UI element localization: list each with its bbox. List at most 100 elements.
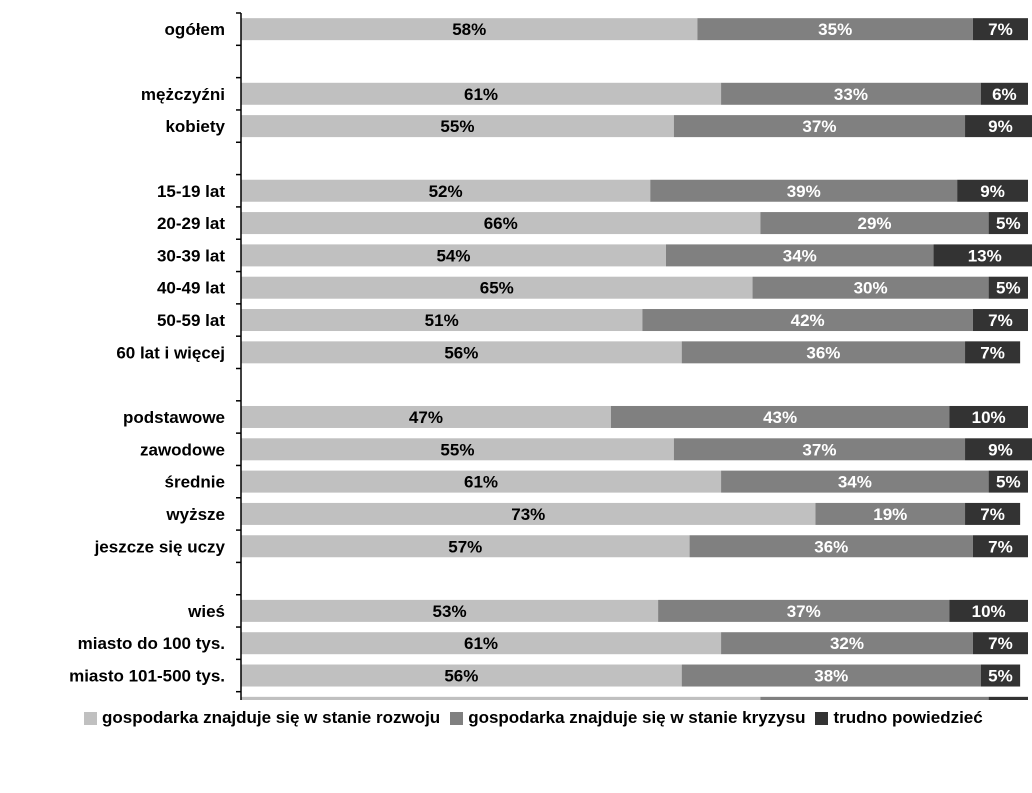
data-label: 73% — [511, 505, 545, 524]
bar-segment-s1 — [241, 438, 674, 461]
data-label: 7% — [980, 343, 1005, 362]
data-label: 33% — [834, 85, 868, 104]
legend-item-3: trudno powiedzieć — [815, 708, 983, 728]
bar-segment-s1 — [241, 115, 674, 138]
data-label: 37% — [787, 602, 821, 621]
category-label: miasto pow. 500 tys. — [60, 699, 225, 700]
bar-segment-s1 — [241, 535, 690, 558]
data-label: 53% — [433, 602, 467, 621]
legend-item-2: gospodarka znajduje się w stanie kryzysu — [450, 708, 805, 728]
bar-segment-s3 — [965, 502, 1021, 525]
category-labels: ogółem mężczyźni kobiety 15-19 lat 20-29 lat… — [60, 20, 225, 700]
data-label: 6% — [992, 85, 1017, 104]
legend-swatch — [450, 711, 464, 725]
data-label: 55% — [440, 440, 474, 459]
data-label: 61% — [464, 473, 498, 492]
data-label: 56% — [444, 343, 478, 362]
bar-segment-s2 — [721, 632, 973, 655]
data-label: 65% — [480, 279, 514, 298]
category-label: 15-19 lat — [157, 182, 225, 201]
bar-segment-s1 — [241, 179, 651, 202]
bar-segment-s3 — [933, 244, 1032, 267]
data-label: 36% — [806, 343, 840, 362]
bar-segment-s1 — [241, 82, 722, 105]
data-label: 9% — [988, 440, 1013, 459]
bar-segment-s2 — [721, 82, 981, 105]
data-label: 37% — [802, 440, 836, 459]
category-label: mężczyźni — [141, 85, 225, 104]
data-label: 47% — [409, 408, 443, 427]
category-label: zawodowe — [140, 440, 225, 459]
data-label: 66% — [484, 699, 518, 700]
bar-segment-s2 — [681, 341, 966, 364]
bar-segment-s3 — [972, 535, 1028, 558]
bar-segment-s2 — [760, 212, 989, 235]
bar-segment-s1 — [241, 405, 611, 428]
data-label: 5% — [996, 473, 1021, 492]
data-label: 29% — [858, 699, 892, 700]
bar-segment-s1 — [241, 276, 753, 299]
data-label: 10% — [972, 602, 1006, 621]
category-label: kobiety — [165, 117, 225, 136]
data-label: 54% — [436, 246, 470, 265]
legend-item-1: gospodarka znajduje się w stanie rozwoju — [84, 708, 440, 728]
data-label: 38% — [814, 667, 848, 686]
bar-segment-s2 — [610, 405, 950, 428]
bar-segment-s3 — [988, 212, 1028, 235]
bar-segment-s2 — [673, 115, 966, 138]
bar-segment-s3 — [972, 18, 1028, 41]
data-label: 29% — [858, 214, 892, 233]
bar-segment-s1 — [241, 18, 698, 41]
category-label: średnie — [165, 473, 225, 492]
category-label: miasto 101-500 tys. — [69, 667, 225, 686]
data-label: 5% — [996, 699, 1021, 700]
bar-segment-s3 — [965, 341, 1021, 364]
category-label: miasto do 100 tys. — [78, 634, 225, 653]
bar-segment-s1 — [241, 599, 659, 622]
bar-segment-s2 — [689, 535, 973, 558]
data-label: 5% — [996, 279, 1021, 298]
data-label: 36% — [814, 537, 848, 556]
category-axis — [236, 12, 242, 700]
bar-segment-s1 — [241, 309, 643, 332]
bar-segment-s3 — [965, 438, 1032, 461]
data-label: 61% — [464, 634, 498, 653]
data-label: 9% — [980, 182, 1005, 201]
bar-segment-s2 — [752, 276, 989, 299]
data-label: 57% — [448, 537, 482, 556]
bar-segment-s3 — [980, 664, 1021, 687]
data-label: 7% — [988, 20, 1013, 39]
bar-segment-s1 — [241, 341, 682, 364]
bars-group: 58% 35% 7% 61% 33% 6% 55% 37% 9% 52% 39% 9% 66% 29% 5%… — [241, 18, 1032, 700]
category-label: 50-59 lat — [157, 311, 225, 330]
data-label: 43% — [763, 408, 797, 427]
bar-segment-s2 — [760, 696, 989, 700]
bar-segment-s2 — [650, 179, 958, 202]
data-label: 19% — [873, 505, 907, 524]
bar-segment-s3 — [949, 405, 1028, 428]
legend-label: gospodarka znajduje się w stanie rozwoju — [102, 708, 441, 727]
bar-segment-s3 — [965, 115, 1032, 138]
data-label: 30% — [854, 279, 888, 298]
data-label: 34% — [783, 246, 817, 265]
bar-segment-s2 — [815, 502, 966, 525]
data-label: 5% — [988, 667, 1013, 686]
category-label: 60 lat i więcej — [116, 343, 225, 362]
category-label: 40-49 lat — [157, 279, 225, 298]
category-label: ogółem — [165, 20, 225, 39]
bar-segment-s3 — [957, 179, 1028, 202]
data-label: 42% — [791, 311, 825, 330]
bar-segment-s3 — [972, 309, 1028, 332]
category-label: podstawowe — [123, 408, 225, 427]
data-label: 61% — [464, 85, 498, 104]
bar-segment-s1 — [241, 502, 816, 525]
data-label: 37% — [802, 117, 836, 136]
category-label: wieś — [187, 602, 225, 621]
bar-segment-s1 — [241, 664, 682, 687]
data-label: 51% — [425, 311, 459, 330]
data-label: 13% — [968, 246, 1002, 265]
bar-segment-s2 — [721, 470, 989, 493]
bar-segment-s1 — [241, 696, 761, 700]
data-label: 32% — [830, 634, 864, 653]
data-label: 7% — [988, 311, 1013, 330]
